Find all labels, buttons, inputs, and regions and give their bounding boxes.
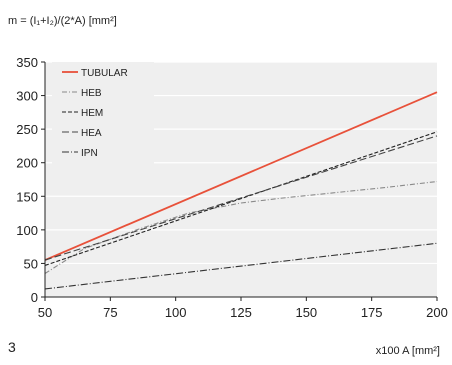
legend-label-hea: HEA <box>81 128 102 139</box>
series-line-hea <box>44 135 438 261</box>
legend-label-ipn: IPN <box>81 148 98 159</box>
series-line-tubular <box>44 91 438 261</box>
series-group <box>44 91 438 290</box>
y-tick-label: 300 <box>16 89 38 104</box>
x-tick-label: 150 <box>295 305 317 320</box>
y-tick-label: 50 <box>24 256 38 271</box>
corner-label: 3 <box>8 339 16 355</box>
legend-box <box>52 62 154 180</box>
series-line-hem <box>44 131 438 266</box>
x-tick-label: 75 <box>103 305 117 320</box>
legend-label-hem: HEM <box>81 108 103 119</box>
series-line-heb <box>44 180 438 274</box>
legend-label-tubular: TUBULAR <box>81 68 128 79</box>
y-tick-label: 250 <box>16 122 38 137</box>
chart-title: m = (I₁+I₂)/(2*A) [mm²] <box>8 15 117 27</box>
x-tick-label: 100 <box>165 305 187 320</box>
y-tick-label: 200 <box>16 156 38 171</box>
x-tick-label: 200 <box>426 305 448 320</box>
legend: TUBULAR HEB HEM HEA IPN <box>62 68 128 159</box>
y-tick-label: 0 <box>31 290 38 305</box>
x-tick-label: 175 <box>361 305 383 320</box>
series-line-ipn <box>44 242 438 290</box>
y-tick-label: 100 <box>16 223 38 238</box>
legend-label-heb: HEB <box>81 88 102 99</box>
x-tick-label: 50 <box>38 305 52 320</box>
x-axis-label: x100 A [mm²] <box>376 345 440 357</box>
y-tick-label: 350 <box>16 55 38 70</box>
y-tick-label: 150 <box>16 189 38 204</box>
x-tick-label: 125 <box>230 305 252 320</box>
